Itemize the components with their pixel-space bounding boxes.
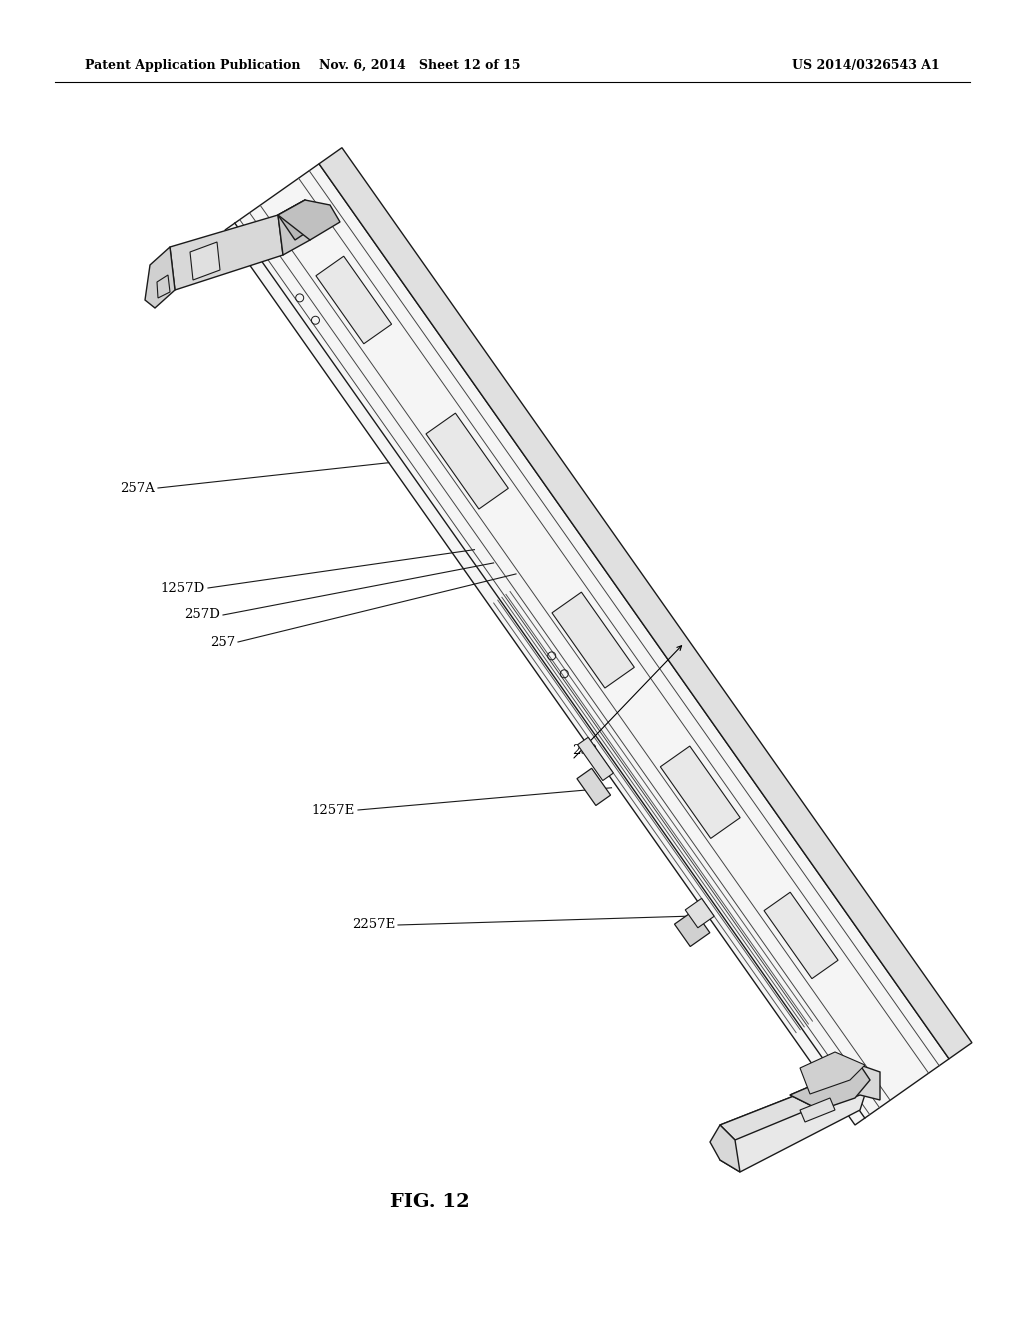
- Polygon shape: [157, 275, 170, 298]
- Text: Patent Application Publication: Patent Application Publication: [85, 58, 300, 71]
- Polygon shape: [710, 1125, 740, 1172]
- Polygon shape: [278, 201, 319, 240]
- Polygon shape: [790, 1065, 870, 1110]
- Polygon shape: [800, 1098, 835, 1122]
- Polygon shape: [685, 899, 714, 928]
- Polygon shape: [577, 768, 610, 805]
- Text: 257D: 257D: [184, 609, 220, 622]
- Polygon shape: [578, 738, 613, 780]
- Polygon shape: [790, 1065, 880, 1110]
- Polygon shape: [316, 256, 391, 343]
- Text: 2257E: 2257E: [352, 919, 395, 932]
- Polygon shape: [675, 911, 710, 946]
- Polygon shape: [764, 892, 838, 978]
- Text: 257A: 257A: [120, 482, 155, 495]
- Polygon shape: [720, 1072, 868, 1172]
- Polygon shape: [660, 746, 740, 838]
- Text: 250: 250: [572, 743, 597, 756]
- Polygon shape: [800, 1052, 865, 1094]
- Polygon shape: [319, 148, 972, 1059]
- Polygon shape: [145, 247, 175, 308]
- Text: FIG. 12: FIG. 12: [390, 1193, 470, 1210]
- Text: 257: 257: [210, 635, 234, 648]
- Polygon shape: [426, 413, 508, 510]
- Text: 1257E: 1257E: [311, 804, 355, 817]
- Text: Nov. 6, 2014   Sheet 12 of 15: Nov. 6, 2014 Sheet 12 of 15: [319, 58, 521, 71]
- Polygon shape: [190, 242, 220, 280]
- Polygon shape: [170, 215, 283, 290]
- Text: US 2014/0326543 A1: US 2014/0326543 A1: [793, 58, 940, 71]
- Polygon shape: [278, 201, 340, 240]
- Polygon shape: [225, 164, 949, 1125]
- Polygon shape: [552, 593, 634, 688]
- Text: 1257D: 1257D: [161, 582, 205, 594]
- Polygon shape: [720, 1072, 868, 1140]
- Polygon shape: [278, 201, 310, 255]
